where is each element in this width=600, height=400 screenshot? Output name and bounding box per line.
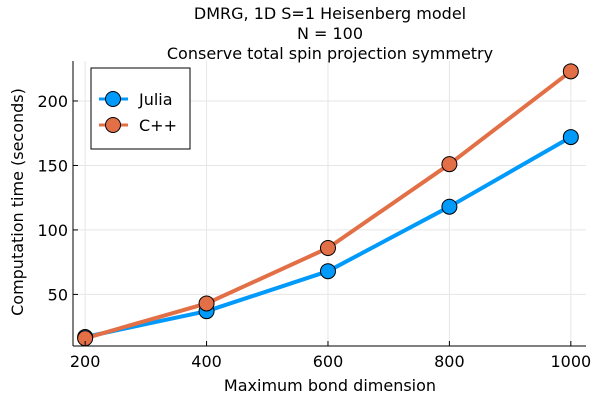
data-point-cpp [441, 156, 458, 173]
data-point-julia [441, 198, 458, 215]
chart-title-line-1: DMRG, 1D S=1 Heisenberg model [194, 4, 466, 23]
y-tick-label: 200 [37, 92, 68, 111]
x-tick-label: 600 [313, 352, 344, 371]
data-point-julia [562, 129, 579, 146]
legend-cpp-marker [105, 117, 121, 133]
y-tick-label: 50 [48, 285, 68, 304]
data-point-cpp [198, 295, 215, 312]
x-tick-label: 200 [70, 352, 101, 371]
data-point-cpp [319, 239, 336, 256]
grid [73, 61, 586, 346]
legend-julia-marker [105, 91, 121, 107]
legend-julia-label: Julia [138, 90, 173, 109]
x-axis-label: Maximum bond dimension [224, 376, 436, 395]
data-point-julia [319, 263, 336, 280]
y-tick-label: 100 [37, 221, 68, 240]
chart-title-line-3: Conserve total spin projection symmetry [167, 44, 493, 63]
x-tick-label: 400 [191, 352, 222, 371]
x-tick-label: 1000 [550, 352, 591, 371]
chart-title-line-2: N = 100 [297, 24, 363, 43]
y-axis-label: Computation time (seconds) [8, 88, 27, 316]
data-point-cpp [562, 63, 579, 80]
axes [72, 61, 586, 347]
legend: Julia C++ [90, 67, 191, 150]
legend-cpp-label: C++ [139, 116, 177, 135]
x-tick-label: 800 [434, 352, 465, 371]
y-tick-label: 150 [37, 156, 68, 175]
series-layer [77, 63, 579, 347]
ticks: 200 400 600 800 1000 50 100 150 200 [37, 92, 591, 371]
legend-box [90, 67, 191, 150]
